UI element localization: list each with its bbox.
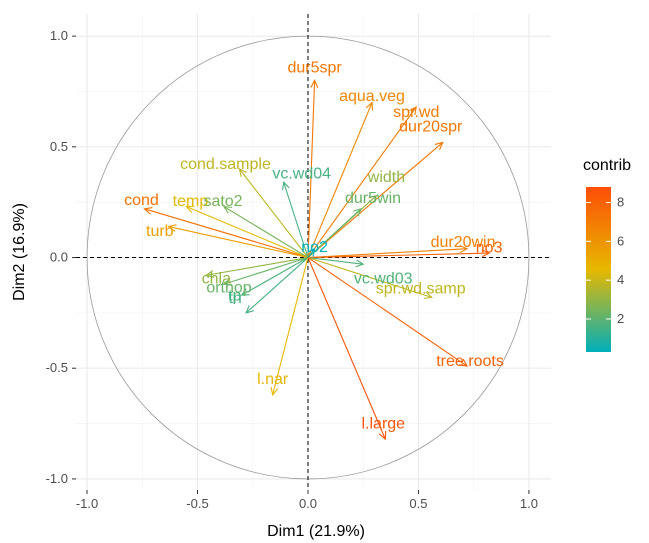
arrowhead-sato2	[222, 205, 233, 214]
label-spr.wd: spr.wd	[393, 104, 439, 121]
arrowhead-temp	[185, 205, 195, 213]
label-orthop: orthop	[206, 279, 251, 296]
arrowhead-tn	[245, 305, 254, 314]
label-sato2: sato2	[203, 193, 242, 210]
arrow-l.nar	[272, 257, 309, 395]
label-no2: no2	[301, 239, 328, 256]
arrow-vc.wd04	[283, 182, 309, 258]
x-axis-title: Dim1 (21.9%)	[267, 523, 365, 540]
y-tick-label: 0.5	[50, 139, 68, 154]
arrowhead-no3	[481, 249, 491, 258]
label-vc.wd03: vc.wd03	[354, 270, 413, 287]
label-dur20spr: dur20spr	[399, 119, 463, 136]
arrowhead-tree.roots	[459, 358, 469, 367]
label-cond.sample: cond.sample	[180, 156, 271, 173]
arrowhead-aqua.veg	[365, 101, 374, 111]
label-l.large: l.large	[362, 415, 406, 432]
y-axis-title: Dim2 (16.9%)	[11, 203, 28, 301]
arrow-aqua.veg	[307, 102, 373, 258]
arrow-dur5spr	[307, 80, 316, 258]
arrow-orthop	[223, 257, 309, 285]
y-tick-label: -1.0	[46, 471, 68, 486]
arrowhead-orthop	[222, 278, 233, 286]
arrow-dur20win	[307, 248, 468, 259]
x-tick-label: 1.0	[520, 496, 538, 511]
label-tree.roots: tree.roots	[436, 353, 504, 370]
arrow-dur20spr	[307, 141, 444, 258]
arrow-tp	[241, 257, 309, 296]
arrow-sato2	[223, 206, 309, 259]
arrowhead-tp	[240, 288, 250, 296]
axes: -1.0 -0.5 0.0 0.5 1.0 -1.0 -0.5 0.0 0.5 1.0 Dim1…	[11, 28, 538, 540]
y-tick-label: -0.5	[46, 360, 68, 375]
arrowhead-turb	[167, 224, 177, 232]
x-tick-label: 0.5	[409, 496, 427, 511]
label-dur5win: dur5win	[345, 190, 401, 207]
arrowhead-dur20spr	[434, 141, 444, 150]
label-aqua.veg: aqua.veg	[339, 88, 405, 105]
legend-tick-label: 4	[617, 272, 624, 287]
arrowhead-dur5spr	[310, 79, 319, 88]
legend-ticks: 2 4 6 8	[586, 195, 624, 326]
label-turb: turb	[146, 223, 174, 240]
legend: contrib 2 4 6 8	[583, 157, 631, 352]
label-tn: tn	[228, 290, 241, 307]
arrow-l.large	[307, 257, 386, 440]
arrow-spr.wd.samp	[307, 257, 432, 298]
arrowhead-chla	[205, 270, 215, 278]
arrow-turb	[168, 226, 309, 259]
arrowhead-l.large	[378, 431, 387, 441]
arrowhead-l.nar	[270, 386, 279, 397]
legend-title: contrib	[583, 157, 631, 174]
label-no3: no3	[476, 239, 503, 256]
label-cond: cond	[124, 192, 159, 209]
arrow-cond	[144, 208, 309, 259]
arrowhead-spr.wd	[408, 105, 417, 115]
arrow-tree.roots	[307, 257, 468, 367]
x-tick-label: 0.0	[299, 496, 317, 511]
label-dur5spr: dur5spr	[287, 60, 342, 77]
label-temp: temp	[173, 193, 209, 210]
arrowhead-width	[368, 194, 378, 204]
arrow-dur5win	[307, 208, 362, 258]
label-spr.wd.samp: spr.wd.samp	[376, 281, 466, 298]
arrow-spr.wd	[307, 106, 417, 258]
y-axis-ticks: -1.0 -0.5 0.0 0.5 1.0	[46, 28, 76, 486]
label-dur20win: dur20win	[431, 234, 496, 251]
arrowhead-vc.wd04	[282, 181, 290, 191]
arrow-tn	[245, 257, 309, 314]
y-tick-label: 1.0	[50, 28, 68, 43]
arrow-vc.wd03	[307, 256, 364, 265]
label-vc.wd04: vc.wd04	[272, 165, 331, 182]
arrowhead-no2	[307, 247, 316, 257]
legend-tick-label: 8	[617, 195, 624, 210]
arrowhead-dur20win	[459, 245, 469, 254]
arrow-chla	[206, 256, 309, 276]
arrowhead-cond	[143, 207, 153, 215]
x-tick-label: -1.0	[76, 496, 98, 511]
arrowhead-vc.wd03	[355, 259, 365, 268]
variable-arrows	[143, 79, 491, 441]
label-l.nar: l.nar	[257, 371, 289, 388]
arrowhead-cond.sample	[238, 167, 247, 177]
label-width: width	[367, 169, 405, 186]
x-axis-ticks: -1.0 -0.5 0.0 0.5 1.0	[76, 490, 538, 511]
x-tick-label: -0.5	[186, 496, 208, 511]
legend-colorbar	[586, 187, 611, 352]
arrowhead-dur5win	[353, 207, 362, 217]
arrow-no3	[307, 252, 490, 259]
arrow-temp	[186, 206, 309, 259]
legend-tick-label: 2	[617, 311, 624, 326]
arrowhead-spr.wd.samp	[423, 291, 433, 300]
arrow-no2	[307, 248, 316, 258]
label-tp: tp	[228, 287, 241, 304]
legend-tick-label: 6	[617, 233, 624, 248]
arrow-cond.sample	[239, 168, 309, 258]
label-chla: chla	[202, 270, 231, 287]
y-tick-label: 0.0	[50, 250, 68, 265]
